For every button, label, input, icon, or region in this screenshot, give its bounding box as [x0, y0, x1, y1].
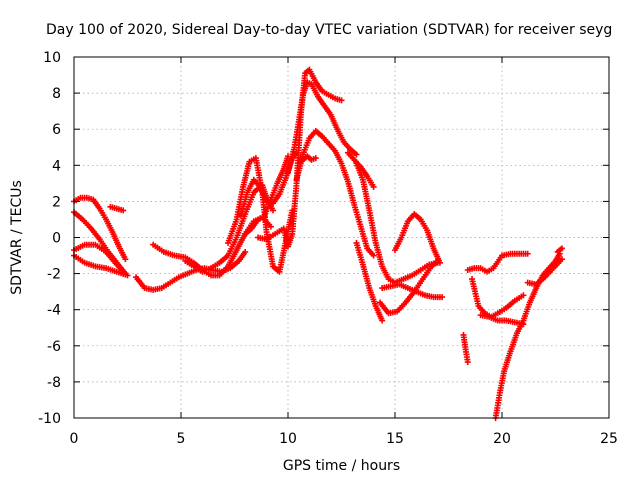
series-arc-1 — [71, 194, 129, 263]
series-arc-20 — [377, 257, 441, 317]
x-tick-label: 25 — [600, 431, 618, 447]
plus-marker — [520, 292, 527, 299]
x-tick-label: 10 — [279, 431, 297, 447]
grid-lines — [74, 57, 609, 418]
series-arc-25 — [477, 312, 527, 328]
chart-title: Day 100 of 2020, Sidereal Day-to-day VTE… — [46, 22, 612, 38]
x-tick-label: 20 — [493, 431, 511, 447]
plus-marker — [270, 207, 277, 214]
x-axis-label: GPS time / hours — [283, 458, 400, 474]
y-tick-label: 4 — [52, 158, 61, 174]
plus-marker — [558, 245, 565, 252]
series-arc-16 — [344, 149, 377, 190]
plus-marker — [370, 183, 377, 190]
series-arc-14 — [293, 128, 377, 259]
y-tick-label: -10 — [38, 411, 61, 427]
plus-marker — [436, 259, 443, 266]
y-tick-label: 10 — [43, 50, 61, 66]
plus-marker — [370, 252, 377, 259]
y-tick-label: -4 — [47, 303, 61, 319]
x-tick-label: 5 — [177, 431, 186, 447]
plus-marker — [124, 272, 131, 279]
series-arc-13 — [285, 79, 360, 176]
y-tick-label: 2 — [52, 194, 61, 210]
x-tick-label: 0 — [70, 431, 79, 447]
plus-marker — [338, 97, 345, 104]
series-arc-18 — [353, 239, 386, 324]
y-tick-label: 8 — [52, 86, 61, 102]
plus-marker — [120, 207, 127, 214]
series-arc-21 — [392, 211, 443, 266]
y-tick-label: -2 — [47, 267, 61, 283]
series-arc-5 — [107, 203, 127, 214]
series-arc-11 — [242, 153, 291, 237]
plus-marker — [353, 151, 360, 158]
series-arc-28 — [554, 245, 565, 255]
series-arc-9 — [225, 155, 296, 275]
plus-marker — [379, 317, 386, 324]
plus-marker — [312, 155, 319, 162]
series-arc-8 — [182, 182, 277, 275]
y-tick-label: -8 — [47, 375, 61, 391]
series-arc-22 — [460, 331, 471, 366]
x-tick-label: 15 — [386, 431, 404, 447]
plus-marker — [122, 256, 129, 263]
series-arc-17 — [353, 160, 441, 286]
y-axis-label: SDTVAR / TECUs — [9, 180, 25, 295]
axis-ticks: 0 5 10 15 20 25 -10 -8 -6 -4 -2 0 2 4 6 8 10 — [38, 50, 618, 447]
plus-marker — [439, 294, 446, 301]
series-arc-23 — [464, 250, 531, 275]
y-tick-label: 0 — [52, 231, 61, 247]
y-tick-label: -6 — [47, 339, 61, 355]
data-points — [71, 66, 565, 421]
series-arc-15 — [297, 153, 319, 165]
series-arc-27 — [524, 256, 565, 288]
plus-marker — [558, 256, 565, 263]
series-arc-26 — [492, 250, 563, 421]
series-arc-24 — [469, 276, 527, 320]
plus-marker — [242, 248, 249, 255]
series-arc-4 — [71, 252, 131, 279]
plus-marker — [464, 359, 471, 366]
y-tick-label: 6 — [52, 122, 61, 138]
plus-marker — [524, 250, 531, 257]
